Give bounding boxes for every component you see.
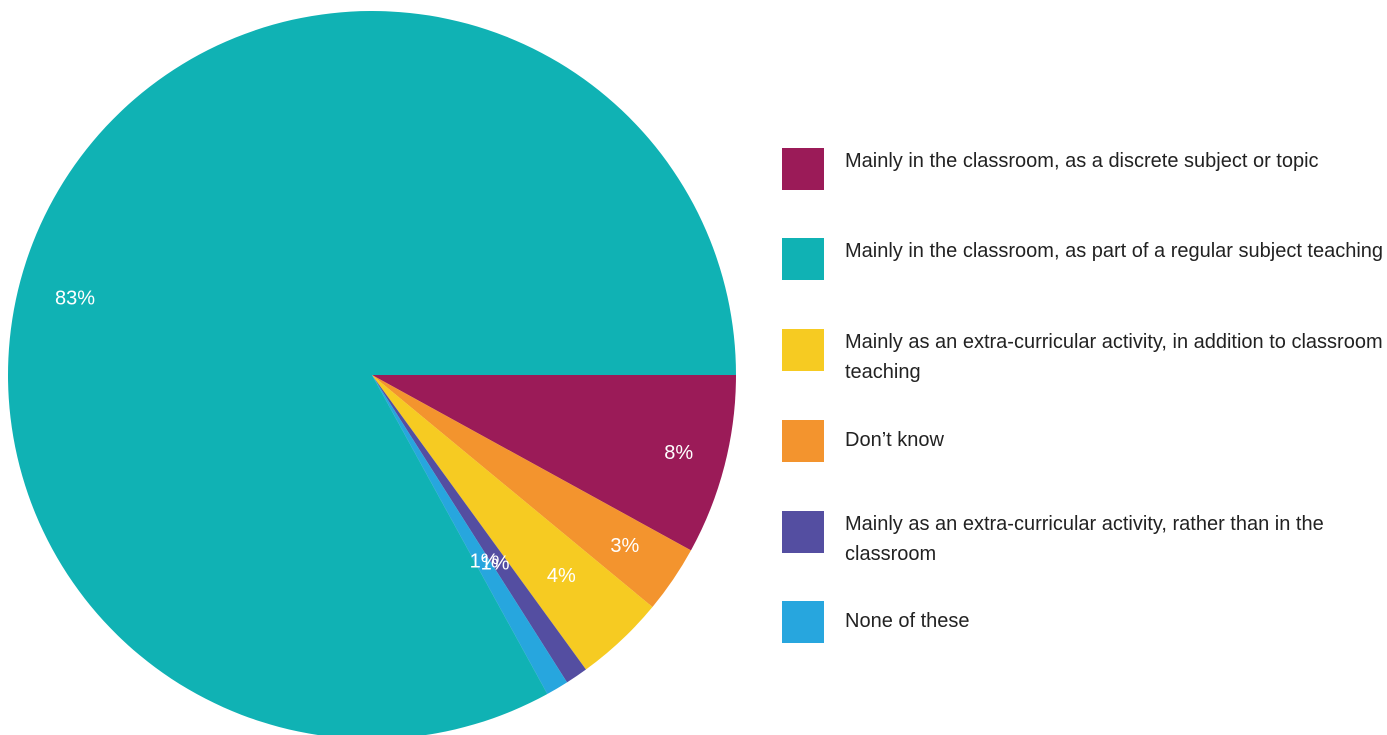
pie-slice-label: 8% — [664, 442, 693, 464]
pie-slice — [372, 375, 586, 683]
legend-swatch — [782, 238, 824, 280]
pie-slice-label: 83% — [55, 287, 95, 309]
legend-item-extra-curricular-rather: Mainly as an extra-curricular activity, … — [782, 509, 1382, 565]
legend-swatch — [782, 601, 824, 643]
legend-swatch — [782, 148, 824, 190]
pie-slice-label: 1% — [470, 551, 499, 573]
legend-swatch — [782, 511, 824, 553]
legend-label: Mainly as an extra-curricular activity, … — [845, 513, 1324, 565]
pie-chart: 8% 3% 4% 1%1% 83% — [8, 11, 736, 735]
legend-label: None of these — [845, 610, 970, 632]
pie-slice-label: 3% — [610, 535, 639, 557]
pie-slice-labels: 8% 3% 4% 1%1% 83% — [55, 287, 693, 587]
legend-label: Don’t know — [845, 429, 944, 451]
legend-item-discrete-subject: Mainly in the classroom, as a discrete s… — [782, 146, 1382, 190]
legend-item-none-of-these: None of these — [782, 599, 1382, 643]
pie-slices — [8, 11, 736, 735]
legend-label: Mainly as an extra-curricular activity, … — [845, 331, 1383, 383]
pie-slice — [372, 375, 568, 694]
pie-slice-label: 4% — [547, 565, 576, 587]
legend-label: Mainly in the classroom, as a discrete s… — [845, 150, 1319, 172]
legend-label: Mainly in the classroom, as part of a re… — [845, 240, 1384, 262]
pie-slice — [372, 375, 691, 608]
legend-item-extra-curricular-addition: Mainly as an extra-curricular activity, … — [782, 327, 1383, 383]
pie-slice — [372, 375, 736, 551]
legend-swatch — [782, 329, 824, 371]
legend-swatch — [782, 420, 824, 462]
legend-item-dont-know: Don’t know — [782, 418, 1382, 462]
pie-slice — [372, 375, 653, 670]
pie-slice-label: 1% — [481, 552, 510, 574]
legend-item-regular-subject: Mainly in the classroom, as part of a re… — [782, 236, 1384, 280]
pie-slice — [8, 11, 736, 735]
